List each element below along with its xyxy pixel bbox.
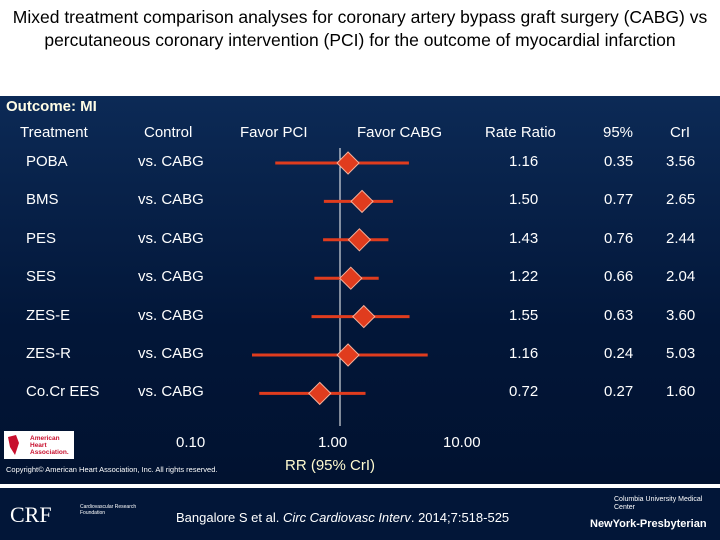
- rr-marker: [347, 228, 372, 252]
- svg-text:Heart: Heart: [30, 442, 47, 449]
- citation-prefix: Bangalore S et al.: [176, 510, 283, 525]
- row-rate-ratio: 1.50: [509, 191, 539, 209]
- row-treatment: ZES-R: [26, 345, 71, 362]
- axis-tick-label: 0.10: [176, 434, 206, 451]
- row-ci-high: 2.44: [666, 229, 696, 247]
- row-control: vs. CABG: [138, 268, 204, 286]
- header-treatment: Treatment: [20, 124, 88, 141]
- footer-bar: CRF Cardiovascular Research Foundation B…: [0, 488, 720, 540]
- rr-marker: [308, 381, 332, 406]
- row-ci-low: 0.77: [604, 191, 634, 209]
- row-rate-ratio: 1.43: [509, 229, 539, 247]
- header-control: Control: [144, 124, 193, 141]
- row-rate-ratio: 1.55: [509, 306, 539, 324]
- axis-tick-label: 1.00: [318, 434, 348, 451]
- row-ci-low: 0.27: [604, 383, 634, 401]
- row-rate-ratio: 0.72: [509, 383, 539, 401]
- row-treatment: Co.Cr EES: [26, 383, 100, 401]
- forest-plot-svg: [251, 148, 428, 426]
- row-ci-high: 3.56: [666, 153, 696, 170]
- row-ci-low: 0.35: [604, 153, 634, 170]
- row-control: vs. CABG: [138, 153, 204, 170]
- citation: Bangalore S et al. Circ Cardiovasc Inter…: [176, 510, 509, 525]
- row-rate-ratio: 1.16: [509, 345, 539, 362]
- row-ci-low: 0.24: [604, 345, 634, 362]
- header-rate-ratio: Rate Ratio: [485, 124, 556, 141]
- citation-journal: Circ Cardiovasc Interv: [282, 510, 411, 525]
- header-favor-pci: Favor PCI: [240, 124, 308, 141]
- rr-marker: [352, 304, 376, 329]
- rr-marker: [339, 266, 363, 290]
- rr-marker: [336, 343, 360, 367]
- row-control: vs. CABG: [138, 191, 204, 209]
- row-control: vs. CABG: [138, 229, 204, 247]
- outcome-label: Outcome: MI: [6, 98, 97, 115]
- row-treatment: SES: [26, 268, 57, 286]
- copyright-text: Copyright© American Heart Association, I…: [6, 465, 218, 474]
- forest-plot-panel: Outcome: MI Treatment Control Favor PCI …: [0, 96, 720, 484]
- row-treatment: PES: [26, 229, 57, 247]
- aha-logo: American Heart Association.: [4, 431, 74, 459]
- crf-logo: CRF: [10, 502, 52, 527]
- chart-title: Mixed treatment comparison analyses for …: [12, 7, 708, 50]
- row-ci-high: 2.65: [666, 191, 696, 209]
- row-ci-high: 1.60: [666, 383, 696, 401]
- row-ci-low: 0.66: [604, 268, 634, 286]
- row-treatment: BMS: [26, 191, 59, 209]
- header-ci-low: 95%: [603, 124, 634, 141]
- x-axis-label: RR (95% CrI): [285, 457, 376, 474]
- axis-tick-label: 10.00: [443, 434, 481, 451]
- row-control: vs. CABG: [138, 383, 204, 401]
- citation-suffix: . 2014;7:518-525: [410, 510, 510, 525]
- svg-text:American: American: [30, 435, 60, 442]
- row-ci-high: 3.60: [666, 306, 696, 324]
- row-control: vs. CABG: [138, 306, 204, 324]
- row-ci-high: 5.03: [666, 345, 696, 362]
- svg-text:Association.: Association.: [30, 449, 69, 456]
- row-rate-ratio: 1.22: [509, 268, 539, 286]
- rr-marker: [350, 189, 374, 214]
- row-rate-ratio: 1.16: [509, 153, 539, 170]
- columbia-logo: Columbia University Medical Center: [614, 496, 703, 511]
- header-ci-high: CrI: [670, 124, 690, 141]
- rr-marker: [336, 151, 360, 175]
- row-treatment: POBA: [26, 153, 68, 170]
- row-ci-low: 0.76: [604, 229, 634, 247]
- row-ci-low: 0.63: [604, 306, 634, 324]
- header-favor-cabg: Favor CABG: [357, 124, 443, 141]
- crf-subtitle: Cardiovascular Research Foundation: [80, 504, 137, 516]
- row-treatment: ZES-E: [26, 306, 71, 324]
- row-ci-high: 2.04: [666, 268, 696, 286]
- nyp-logo: NewYork-Presbyterian: [590, 518, 707, 530]
- row-control: vs. CABG: [138, 345, 204, 362]
